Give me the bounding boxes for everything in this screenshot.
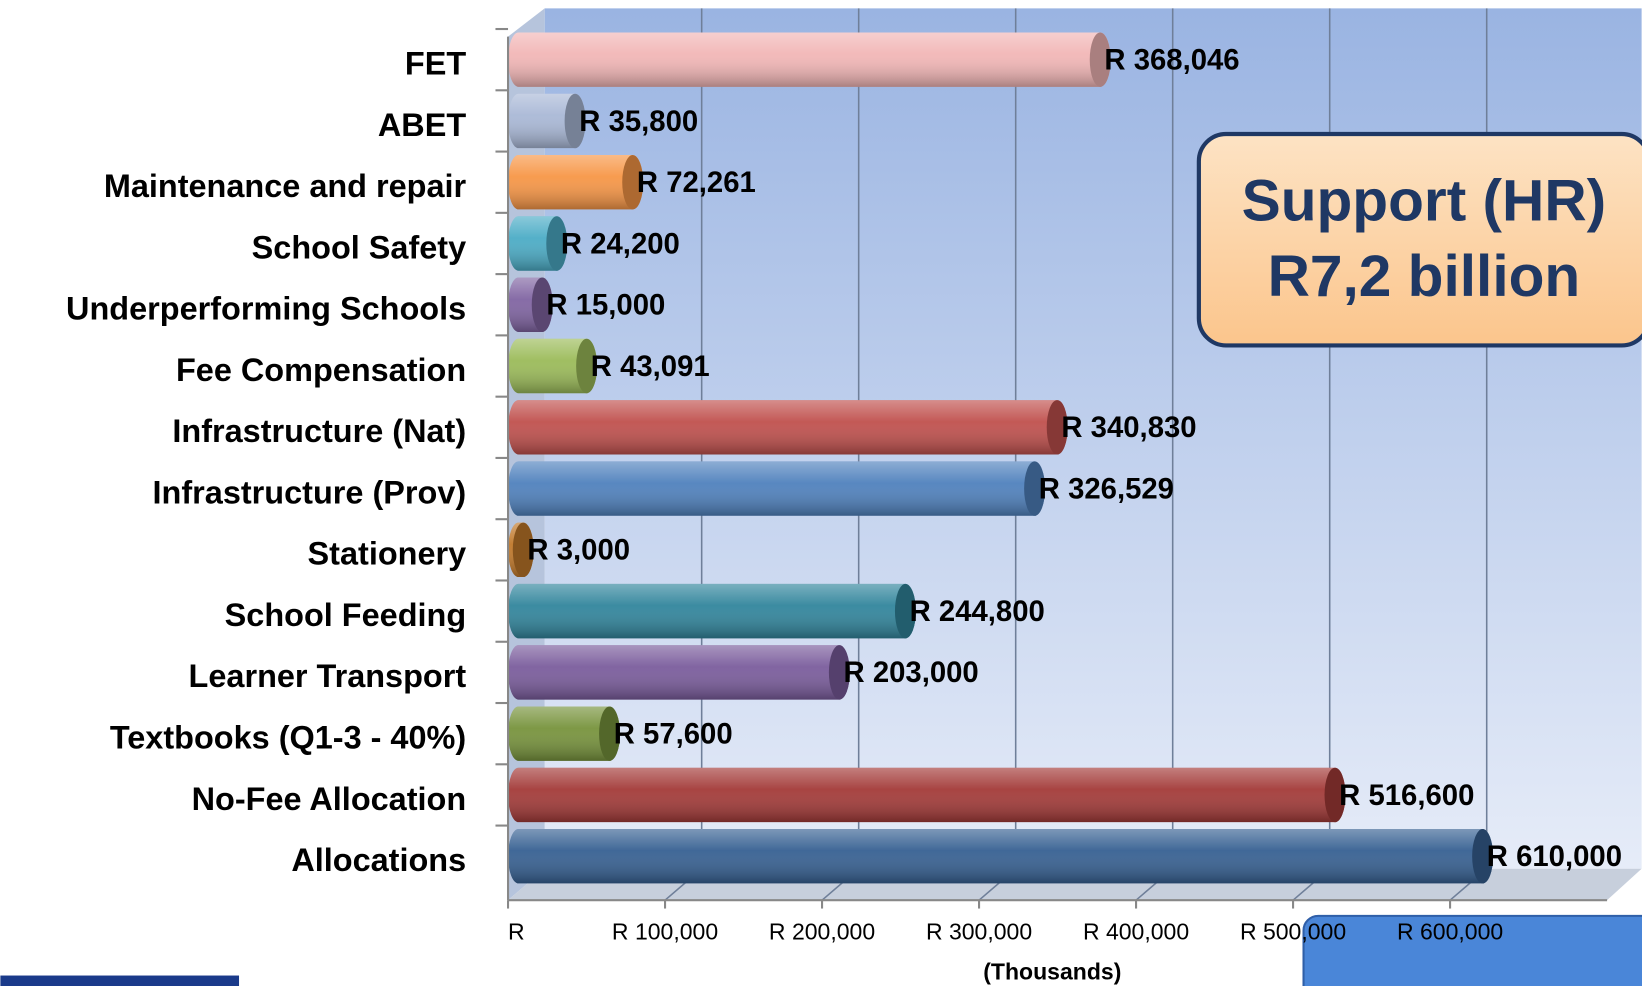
y-tick-label: Allocations <box>291 842 466 878</box>
x-axis-label: (Thousands) <box>983 959 1121 985</box>
bar-cap <box>576 338 598 394</box>
value-label: R 516,600 <box>1339 779 1474 812</box>
x-tick-label: R 500,000 <box>1240 919 1346 945</box>
bar-cap <box>1089 32 1111 87</box>
value-label: R 326,529 <box>1039 472 1174 505</box>
value-label: R 24,200 <box>561 227 680 260</box>
bar-shine <box>508 400 1068 455</box>
overlay-box <box>1302 914 1642 986</box>
value-label: R 35,800 <box>579 105 698 138</box>
bar-cap <box>512 522 534 578</box>
value-label: R 244,800 <box>910 595 1045 628</box>
value-label: R 340,830 <box>1061 411 1196 444</box>
value-label: R 203,000 <box>844 656 979 689</box>
y-tick-label: Infrastructure (Nat) <box>172 413 466 449</box>
y-tick-label: Stationery <box>308 536 467 572</box>
logo <box>0 975 240 986</box>
x-tick-label: R 100,000 <box>612 919 718 945</box>
bar-shine <box>508 583 916 639</box>
bar-shine <box>508 338 598 394</box>
bar-shine <box>508 706 621 761</box>
x-tick-label: R 200,000 <box>769 919 875 945</box>
bar-cap <box>1024 461 1046 516</box>
value-label: R 15,000 <box>546 289 665 322</box>
bar-cap <box>599 706 621 761</box>
bar-cap <box>564 93 586 149</box>
y-tick-label: Textbooks (Q1-3 - 40%) <box>110 720 466 756</box>
annotation: Support (HR) <box>1242 169 1607 234</box>
value-label: R 57,600 <box>614 717 733 750</box>
y-tick-label: School Feeding <box>225 597 467 633</box>
bar-cap <box>1324 767 1346 823</box>
y-tick-label: Maintenance and repair <box>104 168 467 204</box>
bar-cap <box>828 645 850 700</box>
x-tick-label: R 300,000 <box>926 919 1032 945</box>
y-tick-label: Underperforming Schools <box>66 291 466 327</box>
bar-shine <box>508 645 850 700</box>
bar-shine <box>508 767 1346 823</box>
y-tick-label: ABET <box>378 107 466 143</box>
y-tick-label: Fee Compensation <box>176 352 466 388</box>
value-label: R 368,046 <box>1104 43 1239 76</box>
value-label: R 610,000 <box>1487 840 1622 873</box>
x-tick-label: R <box>508 919 525 945</box>
value-label: R 72,261 <box>637 166 756 199</box>
bar-cap <box>531 277 553 332</box>
bar-cap <box>1472 828 1494 884</box>
value-label: R 3,000 <box>527 534 630 567</box>
y-tick-label: No-Fee Allocation <box>192 781 467 817</box>
y-tick-label: School Safety <box>252 229 467 265</box>
bar-shine <box>508 32 1111 87</box>
bar-cap <box>622 154 644 210</box>
y-tick-label: FET <box>405 46 466 82</box>
bar-cap <box>1046 400 1068 455</box>
annotation-box <box>1196 131 1642 348</box>
bar-shine <box>508 154 644 210</box>
x-tick-label: R 400,000 <box>1083 919 1189 945</box>
bar-shine <box>508 828 1494 884</box>
value-label: R 43,091 <box>591 350 710 383</box>
bar-cap <box>894 583 916 639</box>
annotation: R7,2 billion <box>1268 244 1581 309</box>
y-tick-label: Infrastructure (Prov) <box>153 474 467 510</box>
bar-shine <box>508 461 1046 516</box>
y-tick-label: Learner Transport <box>189 658 467 694</box>
x-tick-label: R 600,000 <box>1397 919 1503 945</box>
bar-cap <box>546 216 568 271</box>
